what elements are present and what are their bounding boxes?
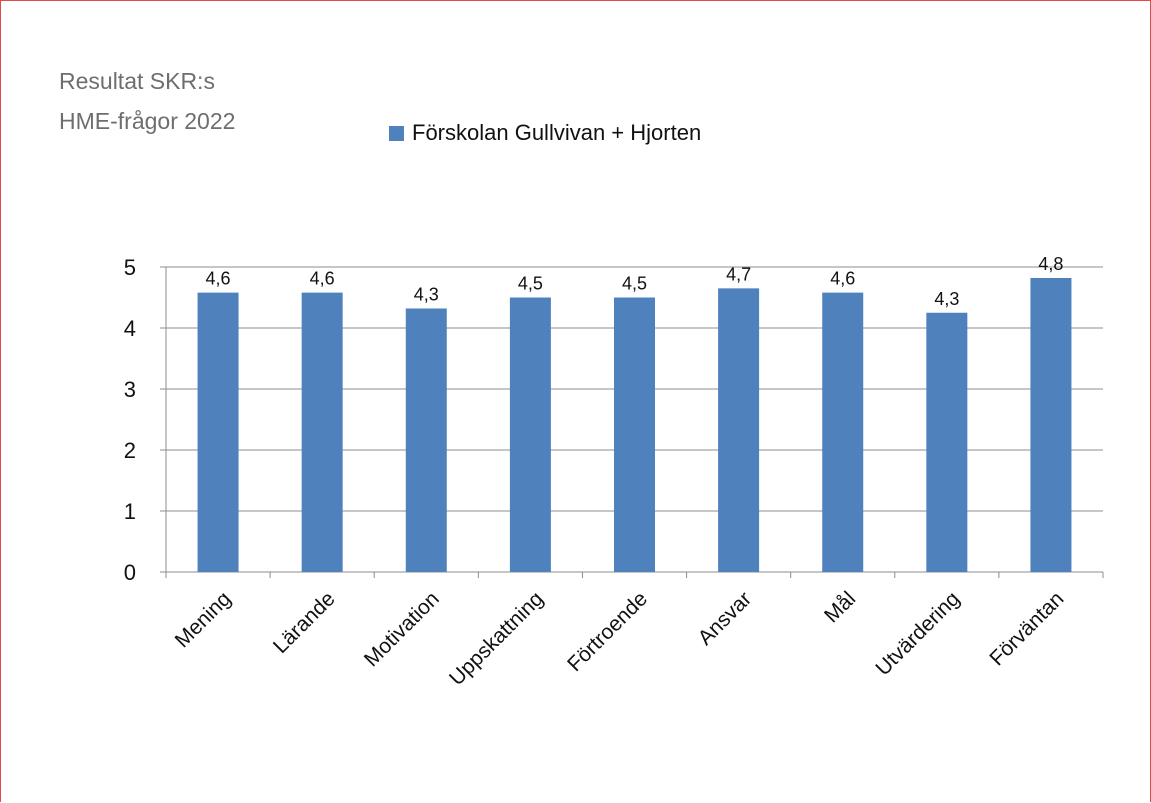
x-tick-label: Motivation [360, 587, 444, 671]
bar [197, 292, 239, 572]
x-tick-label: Lärande [269, 587, 340, 658]
x-tick-label: Utvärdering [871, 587, 964, 680]
bar [405, 308, 447, 572]
y-tick-label: 4 [124, 316, 136, 341]
data-label: 4,8 [1038, 254, 1063, 274]
bar [301, 292, 343, 572]
data-label: 4,6 [310, 269, 335, 289]
data-label: 4,5 [622, 274, 647, 294]
x-tick-label: Uppskattning [445, 587, 548, 690]
x-tick-label: Mening [171, 587, 236, 652]
x-tick-label: Förtroende [563, 587, 652, 676]
data-label: 4,5 [518, 274, 543, 294]
y-tick-label: 3 [124, 377, 136, 402]
y-tick-label: 2 [124, 438, 136, 463]
legend-swatch [389, 125, 404, 141]
y-tick-label: 1 [124, 499, 136, 524]
bar [822, 292, 864, 572]
legend-label: Förskolan Gullvivan + Hjorten [412, 120, 702, 145]
title-line-2: HME-frågor 2022 [59, 108, 236, 134]
x-tick-label: Mål [820, 587, 860, 627]
chart-title: Resultat SKR:s HME-frågor 2022 [59, 61, 235, 141]
legend: Förskolan Gullvivan + Hjorten [389, 120, 701, 146]
bar [718, 288, 760, 572]
data-label: 4,7 [726, 264, 751, 284]
y-tick-label: 0 [124, 560, 136, 585]
x-tick-label: Förväntan [985, 587, 1068, 670]
data-label: 4,3 [414, 284, 439, 304]
data-label: 4,6 [830, 269, 855, 289]
data-label: 4,3 [934, 289, 959, 309]
title-line-1: Resultat SKR:s [59, 68, 215, 94]
bar [509, 297, 551, 572]
bar [1030, 277, 1072, 572]
x-tick-label: Ansvar [694, 587, 756, 649]
bar [926, 312, 968, 572]
y-tick-label: 5 [124, 255, 136, 280]
bar [614, 297, 655, 572]
data-label: 4,6 [206, 269, 231, 289]
